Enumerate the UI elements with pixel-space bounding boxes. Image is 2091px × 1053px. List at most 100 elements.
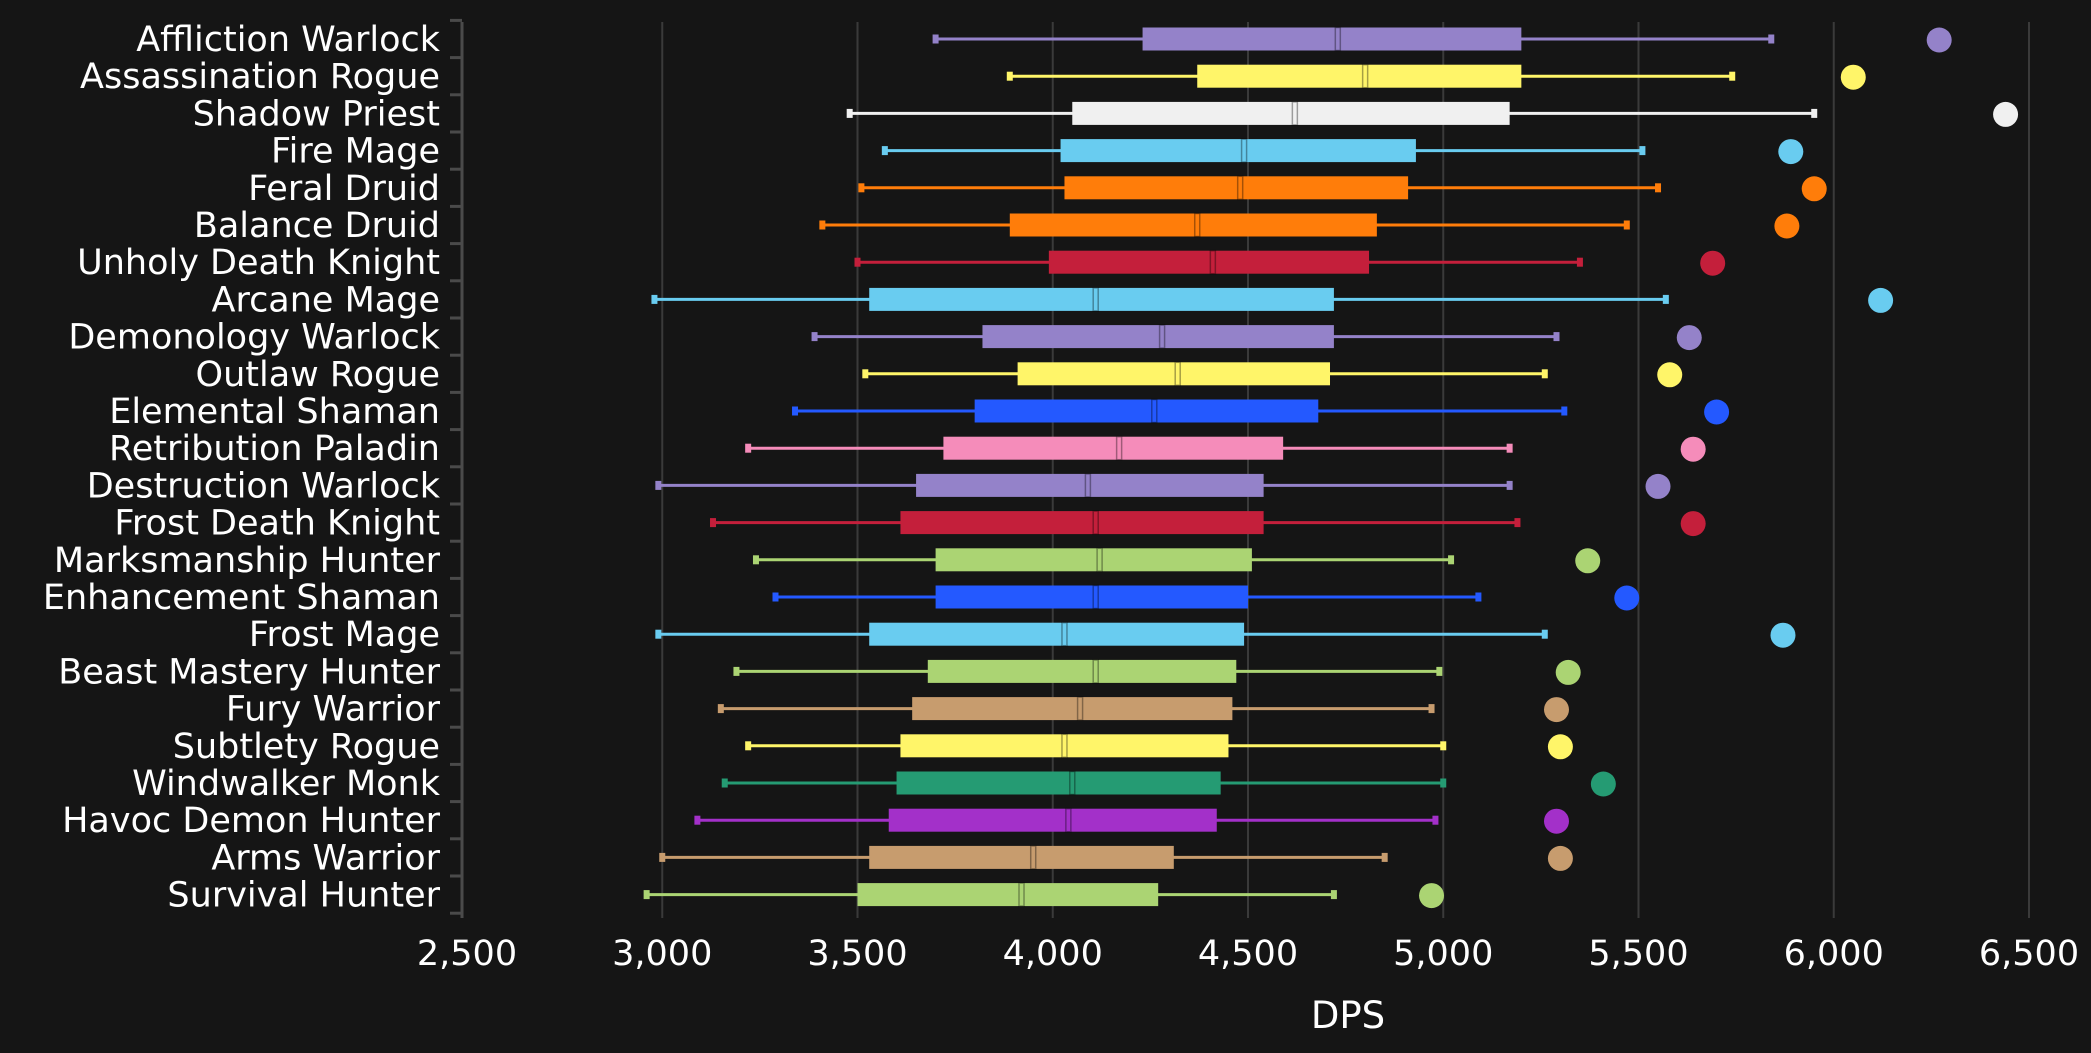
whisker-cap-min	[846, 108, 853, 118]
whisker-cap-min	[745, 741, 752, 751]
box-plot-row	[651, 287, 1894, 313]
category-label: Windwalker Monk	[132, 764, 441, 804]
category-label: Arms Warrior	[211, 838, 440, 878]
median-marker	[1209, 249, 1217, 275]
max-point	[1547, 734, 1573, 760]
x-tick-label: 4,500	[1198, 934, 1298, 974]
median-marker	[1291, 101, 1299, 126]
median-marker	[1174, 361, 1181, 387]
median-marker	[1158, 324, 1166, 349]
x-tick-label: 6,000	[1784, 934, 1884, 974]
box-plot-row	[772, 584, 1640, 611]
box-plot-row	[655, 621, 1796, 648]
median-marker	[1115, 435, 1123, 461]
grid-lines	[661, 22, 2030, 918]
box-plot-row	[881, 138, 1804, 165]
box-iqr	[927, 659, 1237, 683]
category-label: Beast Mastery Hunter	[58, 652, 440, 692]
box-plot-row	[694, 807, 1569, 834]
max-point	[1676, 325, 1702, 351]
box-plot-row	[862, 361, 1683, 388]
category-label: Subtlety Rogue	[173, 727, 440, 767]
whisker-cap-max	[1553, 332, 1560, 342]
whisker-cap-max	[1440, 778, 1447, 788]
whisker-cap-max	[1541, 629, 1548, 639]
box-iqr	[857, 883, 1159, 907]
x-tick-label: 2,500	[417, 934, 517, 974]
median-marker	[1092, 510, 1099, 535]
x-tick-label: 4,000	[1003, 934, 1103, 974]
median-marker	[1151, 398, 1158, 424]
box-iqr	[896, 771, 1221, 795]
box-iqr	[1064, 176, 1409, 200]
max-point	[1547, 845, 1573, 871]
whisker-cap-min	[772, 592, 779, 602]
category-label: Unholy Death Knight	[77, 243, 440, 283]
max-point	[1770, 622, 1796, 648]
whisker-cap-min	[792, 406, 799, 416]
max-point	[1555, 659, 1581, 685]
whisker-cap-min	[1006, 71, 1013, 81]
category-label: Feral Druid	[248, 169, 440, 209]
max-point	[1419, 883, 1445, 909]
max-point	[1645, 473, 1671, 499]
median-marker	[1065, 807, 1072, 833]
x-tick-label: 3,000	[612, 934, 712, 974]
category-label: Retribution Paladin	[109, 429, 440, 469]
category-label: Demonology Warlock	[68, 318, 440, 358]
max-point	[1926, 27, 1952, 53]
median-marker	[1029, 845, 1037, 870]
box-plot-row	[1006, 63, 1866, 90]
whisker-cap-min	[655, 629, 662, 639]
box-plot-row	[752, 547, 1601, 574]
max-point	[1680, 511, 1706, 537]
category-label: Outlaw Rogue	[196, 355, 440, 395]
box-iqr	[1009, 213, 1377, 237]
category-label: Affliction Warlock	[136, 20, 441, 60]
whisker-cap-min	[710, 518, 717, 528]
whisker-cap-max	[1381, 852, 1388, 862]
whisker-cap-min	[694, 815, 701, 825]
whisker-cap-max	[1448, 555, 1455, 565]
max-point	[1657, 362, 1683, 388]
whisker-cap-max	[1576, 257, 1583, 267]
whisker-cap-max	[1436, 666, 1443, 676]
category-label: Frost Death Knight	[114, 504, 440, 544]
whisker-cap-min	[854, 257, 861, 267]
category-label: Fire Mage	[271, 132, 440, 172]
box-iqr	[943, 436, 1284, 460]
median-marker	[1193, 212, 1201, 238]
box-plot-row	[854, 249, 1726, 276]
whisker-cap-max	[1506, 443, 1513, 453]
median-marker	[1018, 882, 1025, 907]
whisker-cap-max	[1561, 406, 1568, 416]
whisker-cap-max	[1432, 815, 1439, 825]
max-point	[1840, 64, 1866, 90]
median-marker	[1069, 770, 1076, 796]
whisker-cap-max	[1506, 480, 1513, 490]
median-marker	[1076, 696, 1084, 721]
box-iqr	[1017, 362, 1331, 386]
whisker-cap-max	[1729, 71, 1736, 81]
box-iqr	[912, 697, 1233, 721]
category-label: Destruction Warlock	[87, 466, 441, 506]
box-plot-row	[858, 175, 1827, 202]
max-point	[1590, 771, 1616, 797]
max-point	[1801, 176, 1827, 202]
max-point	[1680, 436, 1706, 462]
median-marker	[1361, 63, 1369, 89]
whisker-cap-max	[1330, 890, 1337, 900]
x-axis-ticks: 2,500 3,000 3,500 4,000 4,500 5,000 5,500 6,000…	[417, 934, 2079, 974]
box-plot-row	[932, 26, 1952, 53]
x-axis-title: DPS	[1311, 994, 1385, 1037]
max-point	[1614, 585, 1640, 611]
whisker-cap-min	[733, 666, 740, 676]
whisker-cap-min	[659, 852, 666, 862]
box-plot-row	[745, 435, 1706, 462]
box-plot-row	[819, 212, 1800, 239]
box-plot-row	[717, 696, 1569, 723]
median-marker	[1084, 473, 1092, 498]
box-iqr	[1060, 139, 1416, 163]
box-iqr	[869, 287, 1334, 311]
